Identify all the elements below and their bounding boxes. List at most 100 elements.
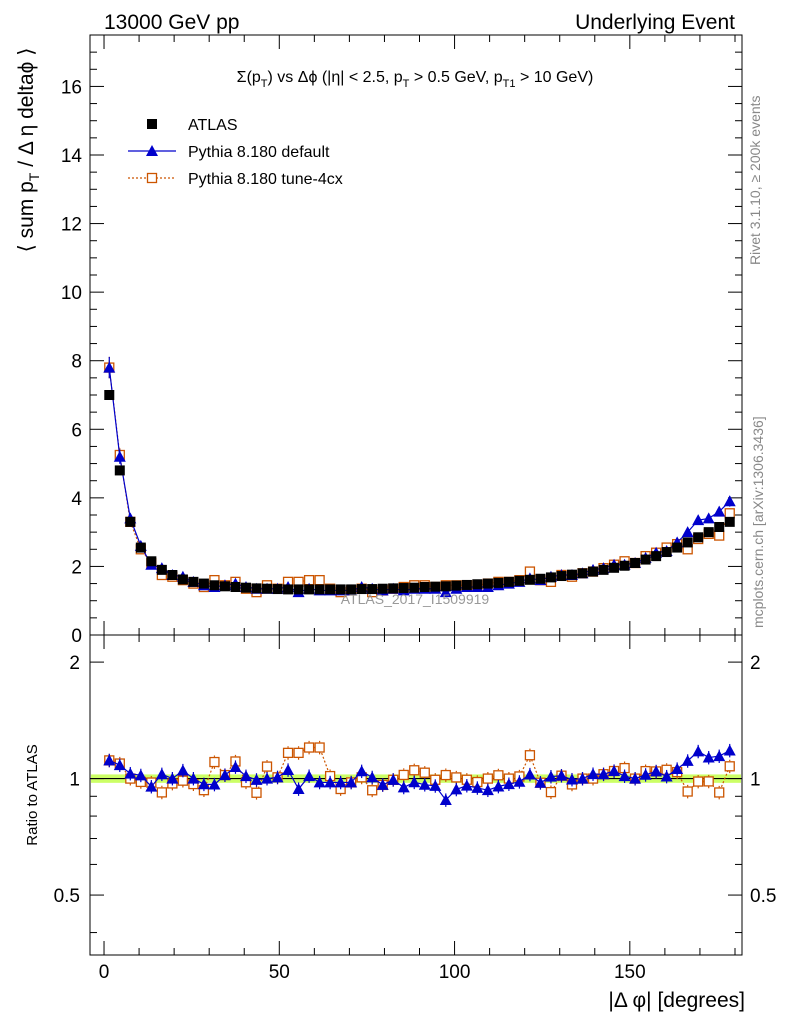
legend-label-pythia-8-180-tune-4cx: Pythia 8.180 tune-4cx [188, 171, 343, 188]
pythia-8-180-tune-4cx-ratio-point [693, 776, 704, 787]
pythia-8-180-default-ratio-point [113, 759, 126, 771]
pythia-8-180-default-ratio-point [534, 776, 547, 788]
x-axis-label: |Δ φ| [degrees] [608, 989, 745, 1012]
pythia-8-180-tune-4cx-ratio-point [724, 761, 735, 772]
atlas-point [419, 582, 430, 592]
pythia-8-180-default-ratio-point [282, 763, 295, 775]
pythia-8-180-tune-4cx-ratio-point [293, 747, 304, 759]
y-tick-label: 16 [61, 77, 82, 98]
ratio-y-tick-label: 2 [69, 653, 80, 674]
pythia-8-180-tune-4cx-ratio-point [419, 767, 430, 778]
pythia-8-180-default-ratio-point [565, 773, 578, 785]
pythia-8-180-default-ratio-point [587, 768, 600, 780]
atlas-point [661, 547, 672, 558]
pythia-8-180-default-ratio-point [134, 769, 147, 781]
pythia-8-180-default-point [713, 505, 726, 517]
ratio-panel: 0 50 100 150 0.5 0.5 1 1 2 2 Ratio to ATLAS [24, 634, 776, 983]
atlas-point [535, 573, 546, 584]
atlas-point [304, 584, 315, 595]
atlas-point [514, 575, 525, 586]
legend: ATLAS Pythia 8.180 default Pythia 8.180 tu… [128, 117, 343, 188]
pythia-8-180-default-ratio-point [481, 784, 494, 796]
atlas-point [283, 584, 294, 595]
pythia-8-180-default-ratio-point [523, 768, 536, 780]
pythia-8-180-tune-4cx-ratio-point [251, 787, 262, 798]
ratio-y-tick-label: 1 [69, 770, 80, 791]
pythia-8-180-default-ratio-point [660, 770, 673, 782]
pythia-8-180-tune-4cx-ratio-point [261, 761, 273, 772]
pythia-8-180-tune-4cx-ratio-point [451, 772, 462, 783]
atlas-point [356, 584, 367, 595]
pythia-8-180-default-ratio-point [176, 764, 189, 776]
watermark: ATLAS_2017_I1509919 [341, 591, 490, 607]
atlas-point [472, 579, 483, 590]
atlas-point [451, 580, 462, 591]
atlas-point [493, 577, 504, 588]
pythia-8-180-default-ratio-point [555, 769, 568, 781]
pythia-8-180-default-ratio-point [303, 770, 316, 782]
pythia-8-180-default-ratio-point [502, 778, 515, 790]
atlas-point [703, 527, 714, 538]
atlas-point [177, 574, 188, 585]
atlas-point [672, 542, 683, 553]
pythia-8-180-default-ratio-point [629, 772, 642, 784]
pythia-8-180-default-ratio-point [576, 772, 589, 784]
pythia-8-180-default-ratio-point [250, 773, 263, 785]
pythia-8-180-default-ratio-point [608, 765, 621, 777]
pythia-8-180-default-ratio-point [166, 772, 179, 784]
pythia-8-180-tune-4cx-ratio-point [282, 747, 294, 759]
atlas-point [240, 582, 251, 593]
pythia-8-180-default-ratio-point [597, 768, 610, 780]
pythia-8-180-default-ratio-point [387, 773, 400, 785]
x-tick-label: 150 [614, 962, 646, 983]
header-left: 13000 GeV pp [104, 11, 239, 34]
pythia-8-180-default-ratio-point [429, 779, 442, 791]
atlas-point [440, 581, 451, 592]
atlas-point [619, 560, 630, 571]
atlas-point [377, 583, 388, 594]
legend-marker-atlas [147, 119, 157, 129]
main-series-layer [103, 356, 736, 598]
pythia-8-180-tune-4cx-ratio-point [714, 787, 725, 798]
atlas-point [630, 558, 641, 568]
pythia-8-180-default-ratio-point [208, 778, 221, 790]
legend-label-atlas: ATLAS [188, 117, 238, 134]
atlas-point [146, 556, 157, 567]
pythia-8-180-default-ratio-point [450, 783, 463, 795]
x-tick-label: 50 [269, 962, 290, 983]
atlas-point [640, 554, 651, 565]
atlas-point [135, 542, 146, 553]
pythia-8-180-default-ratio-point [324, 776, 337, 788]
pythia-8-180-tune-4cx-ratio-point [493, 770, 504, 781]
atlas-point [545, 572, 556, 583]
pythia-8-180-tune-4cx-ratio-point [367, 785, 378, 796]
atlas-point [346, 584, 357, 595]
atlas-point [367, 584, 378, 595]
pythia-8-180-tune-4cx-ratio-point [524, 750, 536, 761]
atlas-point [167, 570, 178, 580]
atlas-point [566, 569, 577, 580]
pythia-8-180-default-ratio-point [345, 776, 358, 788]
pythia-8-180-default-ratio-point [155, 768, 168, 780]
pythia-8-180-default-point [439, 586, 452, 598]
atlas-point [262, 583, 273, 594]
atlas-point [209, 580, 220, 591]
y-tick-label: 12 [61, 215, 82, 236]
atlas-point [272, 584, 283, 595]
pythia-8-180-tune-4cx-ratio-point [398, 769, 409, 781]
pythia-8-180-default-ratio-point [376, 778, 389, 790]
atlas-point [609, 562, 620, 573]
pythia-8-180-default-ratio-point [671, 762, 684, 774]
atlas-point [430, 581, 441, 592]
atlas-point [724, 516, 735, 527]
x-tick-label: 0 [99, 962, 110, 983]
pythia-8-180-tune-4cx-ratio-point [209, 756, 220, 768]
y-tick-label: 4 [71, 489, 82, 510]
atlas-point [114, 465, 125, 476]
y-tick-label: 2 [71, 557, 82, 578]
pythia-8-180-default-ratio-point [439, 794, 452, 806]
ratio-y-tick-label: 0.5 [54, 886, 80, 907]
atlas-point [482, 578, 493, 589]
y-tick-label: 10 [61, 283, 82, 304]
atlas-point [251, 583, 262, 594]
